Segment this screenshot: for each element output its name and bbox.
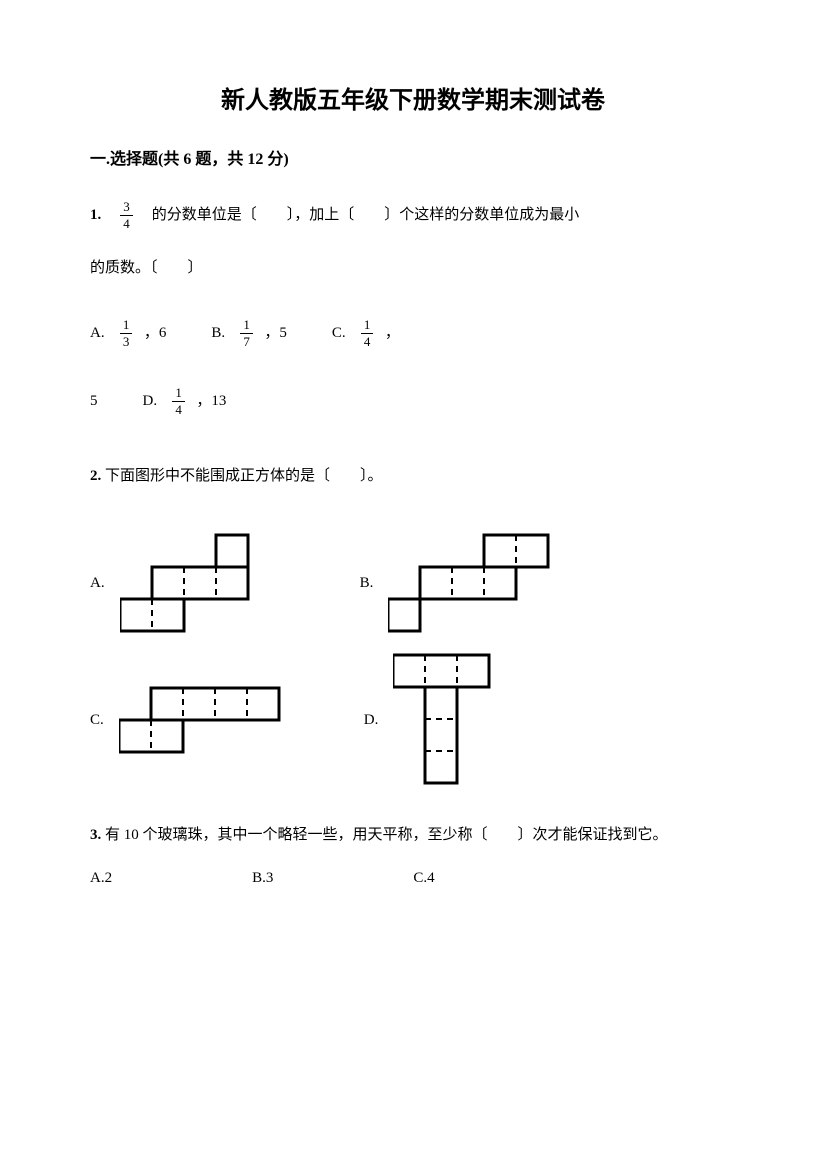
q3-options: A.2 B.3 C.4 (90, 862, 736, 895)
cube-net-d (393, 653, 493, 788)
q1-optD-tail: ，13 (196, 393, 226, 409)
q2-optC-label: C. (90, 704, 104, 737)
q1-optD-frac: 1 4 (172, 385, 185, 417)
q1-optC-label: C. (332, 325, 346, 341)
q3-text-content: 有 10 个玻璃珠，其中一个略轻一些，用天平称，至少称〔 〕次才能保证找到它。 (105, 827, 668, 843)
question-3: 3. 有 10 个玻璃珠，其中一个略轻一些，用天平称，至少称〔 〕次才能保证找到… (90, 823, 736, 895)
q2-optB-label: B. (360, 567, 374, 600)
q3-number: 3. (90, 827, 101, 843)
q3-text: 3. 有 10 个玻璃珠，其中一个略轻一些，用天平称，至少称〔 〕次才能保证找到… (90, 823, 736, 847)
q1-optC-frac: 1 4 (361, 317, 374, 349)
q2-optB: B. (360, 533, 554, 633)
q1-text: 1. 3 4 的分数单位是〔 〕，加上〔 〕个这样的分数单位成为最小 (90, 199, 736, 232)
q1-optA-tail: ，6 (144, 325, 167, 341)
page-title: 新人教版五年级下册数学期末测试卷 (90, 80, 736, 115)
q1-optB-label: B. (211, 325, 225, 341)
q1-line2-pre: 5 (90, 393, 98, 409)
q3-optC: C.4 (413, 862, 434, 895)
q1-optA-label: A. (90, 325, 105, 341)
q3-optB: B.3 (252, 862, 273, 895)
q1-optC-tail: ， (385, 325, 400, 341)
q3-optA: A.2 (90, 862, 112, 895)
q2-number: 2. (90, 468, 101, 484)
cube-net-b (388, 533, 553, 633)
q1-number: 1. (90, 207, 101, 223)
q2-options: A. B. (90, 533, 736, 788)
question-2: 2. 下面图形中不能围成正方体的是〔 〕。 A. (90, 460, 736, 788)
q1-options: A. 1 3 ，6 B. 1 7 ，5 C. 1 4 ， (90, 315, 736, 420)
section-header: 一.选择题(共 6 题，共 12 分) (90, 145, 736, 169)
q1-optB-frac: 1 7 (240, 317, 253, 349)
q2-optA: A. (90, 533, 280, 633)
q1-optA-frac: 1 3 (120, 317, 133, 349)
q1-text-part2: 的质数。〔 〕 (90, 252, 736, 285)
q1-fraction: 3 4 (120, 199, 133, 231)
q1-optD-label: D. (143, 393, 158, 409)
q2-optD: D. (364, 653, 494, 788)
q2-optA-label: A. (90, 567, 105, 600)
q2-text-content: 下面图形中不能围成正方体的是〔 〕。 (105, 468, 383, 484)
q2-optC: C. (90, 653, 284, 788)
cube-net-a (120, 533, 280, 633)
q1-text-part1: 的分数单位是〔 〕，加上〔 〕个这样的分数单位成为最小 (152, 207, 580, 223)
q2-optD-label: D. (364, 704, 379, 737)
q1-optB-tail: ，5 (264, 325, 287, 341)
q2-text: 2. 下面图形中不能围成正方体的是〔 〕。 (90, 460, 736, 493)
question-1: 1. 3 4 的分数单位是〔 〕，加上〔 〕个这样的分数单位成为最小 的质数。〔… (90, 199, 736, 420)
cube-net-c (119, 686, 284, 756)
